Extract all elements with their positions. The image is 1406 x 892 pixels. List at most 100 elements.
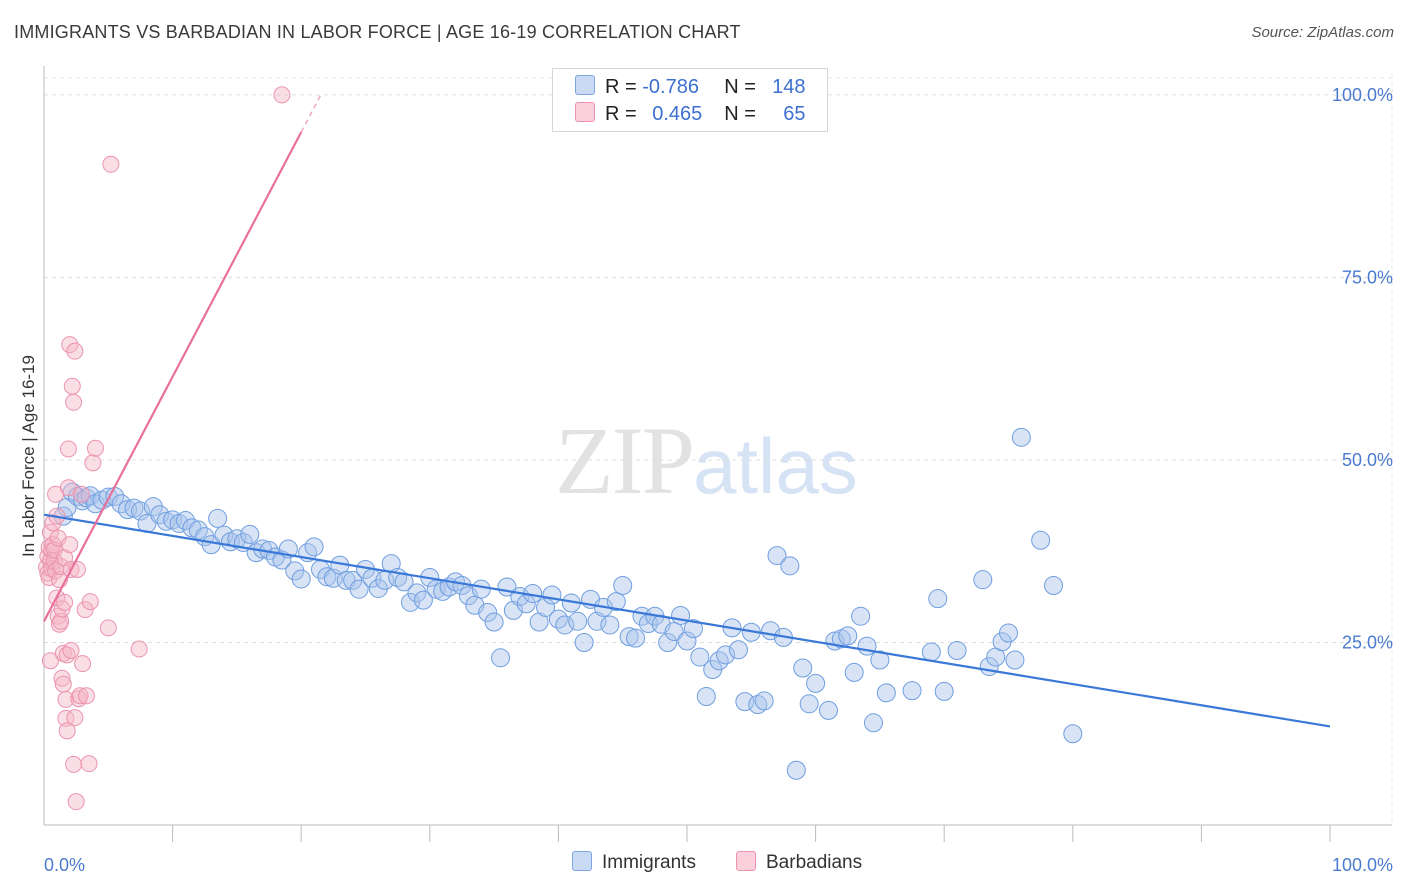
point-barbadians <box>76 601 94 619</box>
point-barbadians <box>80 755 98 773</box>
point-immigrants <box>285 561 305 581</box>
trend-line-immigrants <box>43 513 1331 728</box>
point-barbadians <box>99 619 117 637</box>
point-barbadians <box>62 642 80 660</box>
y-tick-label: 50.0% <box>1342 450 1393 470</box>
legend-label-barbadians: Barbadians <box>766 852 863 873</box>
point-immigrants <box>491 648 511 668</box>
point-immigrants <box>568 611 588 631</box>
point-barbadians <box>61 536 79 554</box>
point-barbadians <box>71 687 89 705</box>
axis-labels: 25.0% 50.0% 75.0% 100.0% 0.0% 100.0% In Labor … <box>19 85 1393 875</box>
point-immigrants <box>683 619 703 639</box>
point-barbadians <box>57 690 75 708</box>
legend-label-immigrants: Immigrants <box>602 852 696 873</box>
source-label: Source: ZipAtlas.com <box>1251 24 1394 41</box>
legend-swatch-barbadians <box>575 102 595 122</box>
point-immigrants <box>1005 650 1025 670</box>
point-immigrants <box>619 627 639 647</box>
legend-row-barbadians: R = 0.465 N = 65 <box>575 102 806 126</box>
y-tick-label: 75.0% <box>1342 267 1393 287</box>
point-immigrants <box>1031 530 1051 550</box>
point-immigrants <box>413 590 433 610</box>
trend-line-barbadians-extension <box>300 95 322 133</box>
y-tick-label: 25.0% <box>1342 632 1393 652</box>
point-barbadians <box>74 655 92 673</box>
legend-r-label: R = <box>605 76 643 98</box>
point-barbadians <box>66 709 84 727</box>
legend-swatch-immigrants <box>575 75 595 95</box>
trend-lines <box>43 95 1331 728</box>
point-immigrants <box>349 579 369 599</box>
point-immigrants <box>175 511 195 531</box>
point-immigrants <box>696 687 716 707</box>
point-barbadians <box>53 600 71 618</box>
legend-n-value: 148 <box>772 76 806 98</box>
point-immigrants <box>921 642 941 662</box>
point-immigrants <box>806 673 826 693</box>
point-barbadians <box>57 709 75 727</box>
y-axis-label: In Labor Force | Age 16-19 <box>19 355 38 557</box>
point-immigrants <box>870 650 890 670</box>
point-immigrants <box>767 546 787 566</box>
point-immigrants <box>208 508 228 528</box>
point-barbadians <box>273 86 291 104</box>
point-barbadians <box>66 342 84 360</box>
point-immigrants <box>780 556 800 576</box>
point-immigrants <box>934 681 954 701</box>
point-barbadians <box>84 454 102 472</box>
point-immigrants <box>728 640 748 660</box>
axes <box>43 66 1392 842</box>
point-immigrants <box>793 658 813 678</box>
point-immigrants <box>368 578 388 598</box>
point-immigrants <box>1044 576 1064 596</box>
legend-n-label: N = <box>724 103 762 125</box>
point-immigrants <box>902 681 922 701</box>
point-barbadians <box>52 612 70 630</box>
x-tick-label-max: 100.0% <box>1332 855 1393 875</box>
point-immigrants <box>799 694 819 714</box>
point-immigrants <box>600 615 620 635</box>
chart-title: IMMIGRANTS VS BARBADIAN IN LABOR FORCE |… <box>14 22 741 42</box>
correlation-legend: R = -0.786 N = 148 R = 0.465 N = 65 <box>552 68 828 132</box>
point-immigrants <box>786 760 806 780</box>
bottom-legend-immigrants: Immigrants <box>572 851 696 874</box>
point-immigrants <box>973 570 993 590</box>
point-immigrants <box>606 592 626 612</box>
point-immigrants <box>471 579 491 599</box>
point-barbadians <box>77 687 95 705</box>
point-immigrants <box>863 713 883 733</box>
point-barbadians <box>58 722 76 740</box>
x-tick-label-min: 0.0% <box>44 855 85 875</box>
point-immigrants <box>587 611 607 631</box>
point-barbadians <box>52 558 70 576</box>
point-immigrants <box>130 501 150 521</box>
point-barbadians <box>41 652 59 670</box>
point-barbadians <box>102 155 120 173</box>
point-immigrants <box>677 631 697 651</box>
point-immigrants <box>690 647 710 667</box>
point-immigrants <box>844 662 864 682</box>
point-immigrants <box>536 597 556 617</box>
point-immigrants <box>1063 724 1083 744</box>
point-immigrants <box>664 622 684 642</box>
legend-swatch-barbadians <box>736 851 756 871</box>
legend-r-value: 0.465 <box>652 103 703 125</box>
trend-line-barbadians <box>43 131 303 622</box>
legend-row-immigrants: R = -0.786 N = 148 <box>575 75 806 99</box>
point-immigrants <box>613 576 633 596</box>
point-immigrants <box>716 645 736 665</box>
point-barbadians <box>59 440 77 458</box>
barbadians-points <box>38 86 291 811</box>
point-immigrants <box>227 529 247 549</box>
point-immigrants <box>542 585 562 605</box>
point-immigrants <box>304 537 324 557</box>
y-tick-label: 100.0% <box>1332 85 1393 105</box>
bottom-legend-barbadians: Barbadians <box>736 851 862 874</box>
point-immigrants <box>818 700 838 720</box>
legend-n-value: 65 <box>783 103 806 125</box>
immigrants-points <box>53 427 1083 780</box>
point-immigrants <box>947 641 967 661</box>
point-barbadians <box>72 485 90 503</box>
legend-r-label: R = <box>605 103 643 125</box>
